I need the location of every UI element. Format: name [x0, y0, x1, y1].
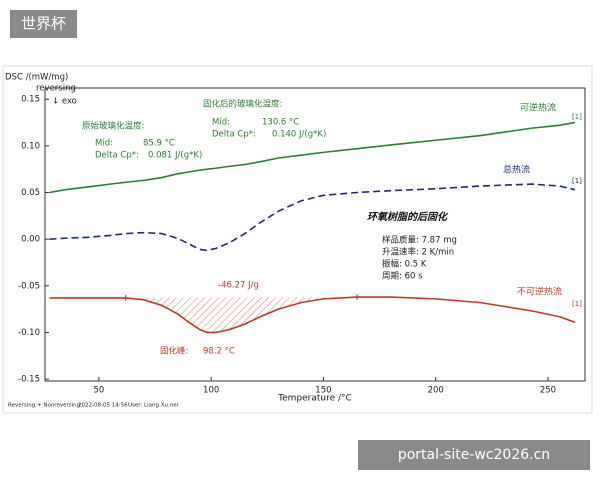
integration-area	[125, 297, 358, 333]
annotation: 0.081 J/(g*K)	[148, 151, 202, 161]
x-tick-label: 150	[315, 386, 331, 396]
series-label: 可逆热流	[520, 102, 556, 114]
annotation: -46.27 J/g	[218, 281, 259, 291]
watermark-box	[358, 440, 590, 470]
series-tag: [1]	[572, 113, 582, 121]
annotation: Delta Cp*:	[212, 130, 256, 140]
x-title: Temperature /°C	[277, 394, 352, 404]
y-title: DSC /(mW/mg)	[5, 73, 68, 83]
annotation: 130.6 °C	[262, 118, 299, 128]
x-tick-label: 50	[93, 386, 104, 396]
y-tick-label: 0.00	[21, 235, 40, 245]
y-tick-label: 0.15	[21, 95, 40, 105]
x-tick-label: 250	[540, 386, 556, 396]
annotation: 样品质量: 7.87 mg	[382, 235, 457, 246]
series-tag: [1]	[572, 300, 582, 308]
series-label: 总热流	[503, 164, 530, 176]
series-tag: [1]	[572, 177, 582, 185]
annotation: 振幅: 0.5 K	[382, 259, 427, 270]
y-tick-label: -0.10	[18, 328, 40, 338]
y-tick-label: 0.05	[21, 188, 40, 198]
chart-frame	[2, 65, 593, 414]
series-label: 不可逆热流	[517, 286, 562, 298]
y-tick-label: -0.05	[18, 281, 40, 291]
watermark: portal-site-wc2026.cn	[398, 447, 550, 463]
annotation: 98.2 °C	[203, 347, 235, 357]
series-line	[49, 296, 576, 334]
annotation: 固化后的玻璃化温度:	[203, 99, 282, 110]
annotation: 环氧树脂的后固化	[367, 211, 449, 223]
watermark: 世界杯	[21, 15, 66, 33]
annotation: 周期: 60 s	[382, 272, 423, 282]
y-tick-label: 0.10	[21, 141, 40, 151]
series-line	[49, 121, 576, 194]
annotation: 原始玻璃化温度:	[82, 121, 144, 132]
plot-area	[44, 87, 586, 382]
annotation: Mid:	[212, 118, 230, 128]
x-tick-label: 200	[428, 386, 444, 396]
annotation: Delta Cp*:	[95, 151, 139, 161]
footer: User: Liang.Xu.nei	[128, 403, 179, 409]
watermark-box	[10, 10, 77, 38]
footer: Reversing + Nonreversing	[8, 403, 80, 409]
footer: 2022-08-05 14:56	[78, 403, 128, 409]
x-tick-label: 100	[203, 386, 219, 396]
annotation: 固化峰:	[160, 346, 188, 357]
annotation: Mid:	[95, 139, 113, 149]
annotation: 85.9 °C	[143, 139, 175, 149]
annotation: 升温速率: 2 K/min	[382, 247, 454, 258]
y-title: ↓ exo	[52, 97, 77, 107]
y-tick-label: -0.15	[18, 375, 40, 385]
annotation: 0.140 J/(g*K)	[272, 130, 326, 140]
